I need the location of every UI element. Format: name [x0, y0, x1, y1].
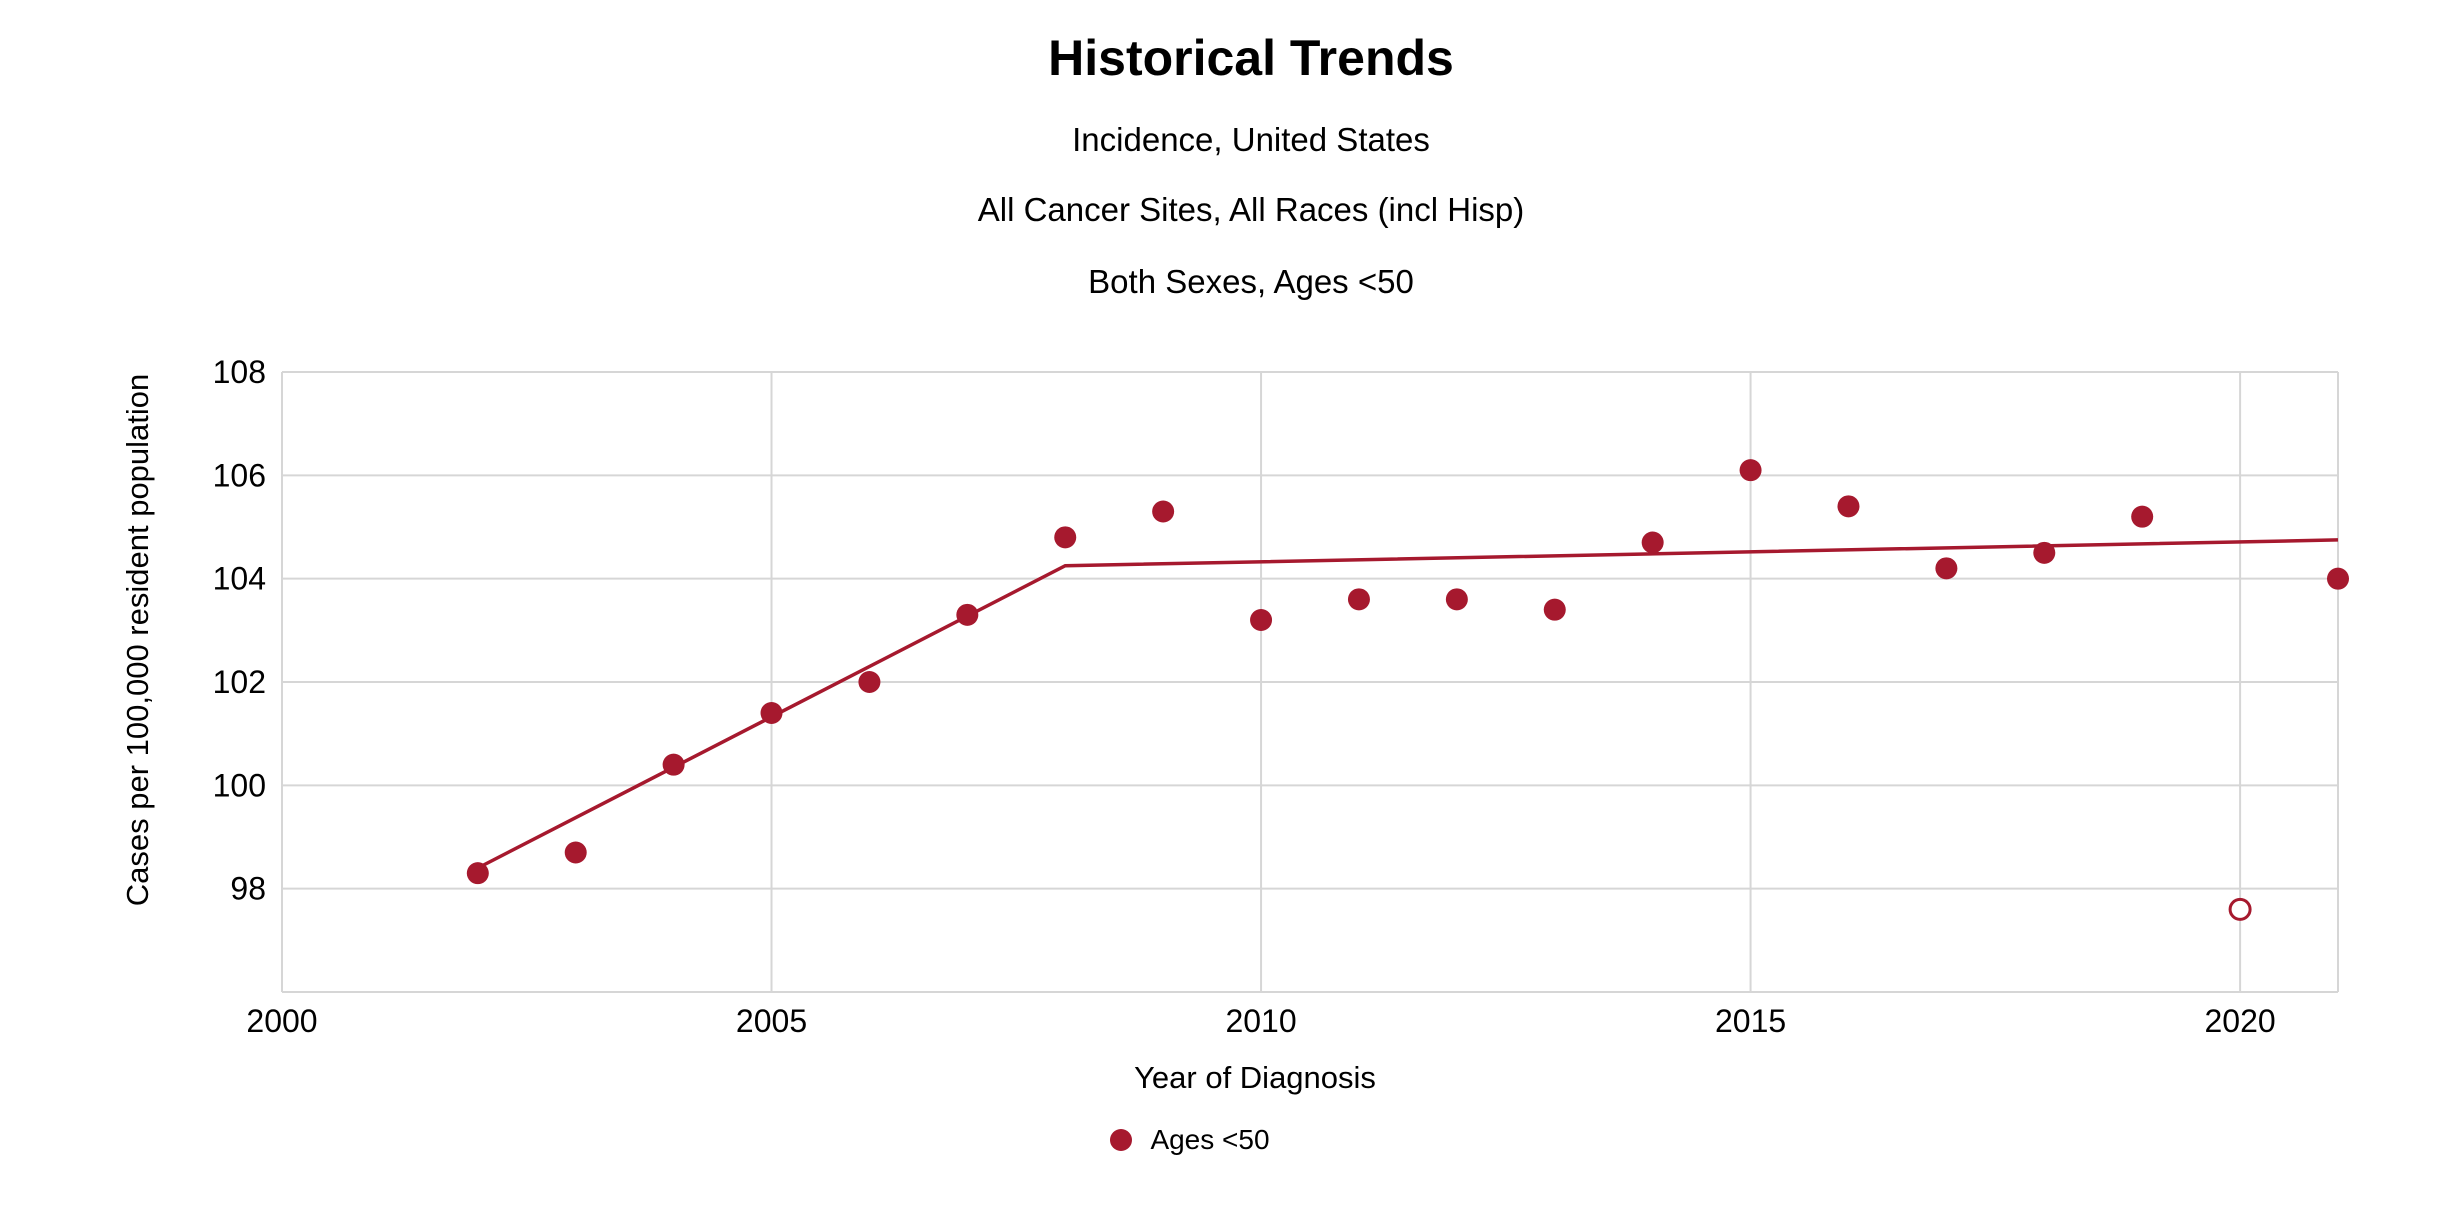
x-tick-label-2015: 2015	[1715, 1003, 1786, 1039]
data-point-2002[interactable]	[466, 862, 489, 885]
y-tick-label-100: 100	[213, 767, 266, 803]
y-tick-label-102: 102	[213, 664, 266, 700]
data-point-2019[interactable]	[2131, 505, 2154, 528]
chart-subtitle-site-race: All Cancer Sites, All Races (incl Hisp)	[977, 191, 1525, 228]
chart-header: Historical Trends Incidence, United Stat…	[40, 0, 2462, 302]
y-tick-label-108: 108	[213, 354, 266, 390]
data-point-2008[interactable]	[1054, 526, 1077, 549]
chart-subtitle-statistic: Incidence, United States	[1072, 121, 1430, 158]
data-point-2017[interactable]	[1935, 557, 1958, 580]
data-point-2016[interactable]	[1837, 495, 1860, 518]
data-point-2004[interactable]	[662, 753, 685, 776]
legend-marker-icon	[1110, 1129, 1133, 1151]
data-point-2013[interactable]	[1543, 598, 1566, 621]
data-point-2010[interactable]	[1250, 609, 1273, 631]
legend-item-label: Ages <50	[1150, 1124, 1270, 1155]
chart-title: Historical Trends	[1048, 30, 1454, 86]
data-point-2007[interactable]	[956, 603, 979, 626]
data-point-2015[interactable]	[1739, 459, 1762, 482]
data-point-2018[interactable]	[2033, 541, 2056, 564]
x-tick-label-2010: 2010	[1225, 1003, 1296, 1039]
legend-item-ages-under-50[interactable]: Ages <50	[1110, 1124, 1270, 1156]
data-point-2005[interactable]	[760, 702, 783, 724]
x-tick-label-2000: 2000	[246, 1003, 317, 1039]
data-point-2014[interactable]	[1641, 531, 1664, 554]
chart-subtitle-sex-age: Both Sexes, Ages <50	[1088, 263, 1414, 300]
data-point-2012[interactable]	[1445, 588, 1468, 611]
y-tick-label-104: 104	[213, 561, 266, 597]
excluded-data-point-2020[interactable]	[2228, 897, 2252, 921]
x-tick-label-2020: 2020	[2205, 1003, 2276, 1039]
data-point-2003[interactable]	[564, 841, 587, 864]
x-axis-title: Year of Diagnosis	[1134, 1060, 1376, 1095]
x-tick-label-2005: 2005	[736, 1003, 807, 1039]
data-point-2011[interactable]	[1347, 588, 1370, 611]
y-tick-label-106: 106	[213, 457, 266, 493]
trend-line	[477, 538, 2339, 870]
data-point-2009[interactable]	[1152, 500, 1175, 523]
y-tick-label-98: 98	[230, 871, 266, 907]
y-axis-title: Cases per 100,000 resident population	[120, 374, 155, 907]
data-point-2006[interactable]	[858, 671, 881, 693]
chart-legend: Ages <50	[0, 1118, 2380, 1162]
data-point-2021[interactable]	[2327, 567, 2349, 590]
